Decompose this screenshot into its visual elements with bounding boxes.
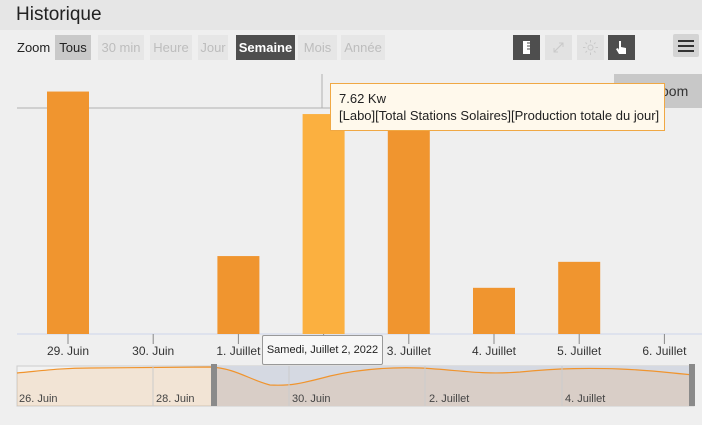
zoom-range-button[interactable]: 30 min bbox=[98, 35, 144, 60]
x-axis-label: 5. Juillet bbox=[557, 344, 602, 358]
tooltip-value: 7.62 Kw bbox=[339, 91, 386, 106]
chart-bar[interactable] bbox=[387, 105, 430, 335]
chart-bar[interactable] bbox=[558, 261, 601, 334]
ruler-icon[interactable] bbox=[513, 35, 540, 60]
navigator-series-area bbox=[17, 367, 694, 406]
x-axis-label: 1. Juillet bbox=[216, 344, 261, 358]
tooltip-series: [Labo][Total Stations Solaires][Producti… bbox=[339, 108, 660, 123]
sun-icon[interactable] bbox=[577, 35, 604, 60]
x-axis-label: 30. Juin bbox=[132, 344, 175, 358]
zoom-range-button[interactable]: Semaine bbox=[236, 35, 295, 60]
x-axis-label: 4. Juillet bbox=[471, 344, 517, 358]
navigator-label: 30. Juin bbox=[292, 393, 331, 405]
chart-toolbar: Zoom Tous 30 min Heure Jour Semaine Mois Année bbox=[0, 34, 702, 62]
x-axis-label: 6. Juillet bbox=[642, 344, 687, 358]
navigator-label: 28. Juin bbox=[156, 393, 195, 405]
chart-bar[interactable] bbox=[473, 287, 515, 334]
navigator-label: 26. Juin bbox=[19, 393, 58, 405]
zoom-range-button[interactable]: Tous bbox=[55, 35, 91, 60]
page-title: Historique bbox=[16, 4, 102, 25]
hamburger-menu-icon[interactable] bbox=[673, 34, 699, 57]
chart-bar[interactable] bbox=[47, 91, 89, 334]
zoom-label: Zoom bbox=[17, 40, 51, 55]
navigator-left-handle[interactable] bbox=[211, 364, 217, 406]
page-header: Historique bbox=[0, 0, 702, 30]
hand-pointer-icon[interactable] bbox=[608, 35, 635, 60]
chart-bar[interactable] bbox=[302, 114, 345, 335]
x-axis-label: 3. Juillet bbox=[386, 344, 431, 358]
navigator-label: 4. Juillet bbox=[565, 393, 606, 405]
x-axis-label: 29. Juin bbox=[46, 344, 90, 358]
chart-bar[interactable] bbox=[217, 256, 260, 334]
zoom-range-button[interactable]: Mois bbox=[298, 35, 337, 60]
data-tooltip: 7.62 Kw [Labo][Total Stations Solaires][… bbox=[330, 83, 665, 131]
navigator-selection[interactable] bbox=[214, 366, 690, 406]
collapse-arrows-icon[interactable] bbox=[545, 35, 572, 60]
zoom-range-button[interactable]: Heure bbox=[150, 35, 192, 60]
zoom-range-button[interactable]: Jour bbox=[198, 35, 228, 60]
navigator[interactable] bbox=[16, 364, 695, 407]
crosshair-date-label: Samedi, Juillet 2, 2022 bbox=[262, 335, 383, 365]
navigator-right-handle[interactable] bbox=[689, 364, 695, 406]
zoom-range-button[interactable]: Année bbox=[341, 35, 385, 60]
navigator-label: 2. Juillet bbox=[429, 393, 470, 405]
